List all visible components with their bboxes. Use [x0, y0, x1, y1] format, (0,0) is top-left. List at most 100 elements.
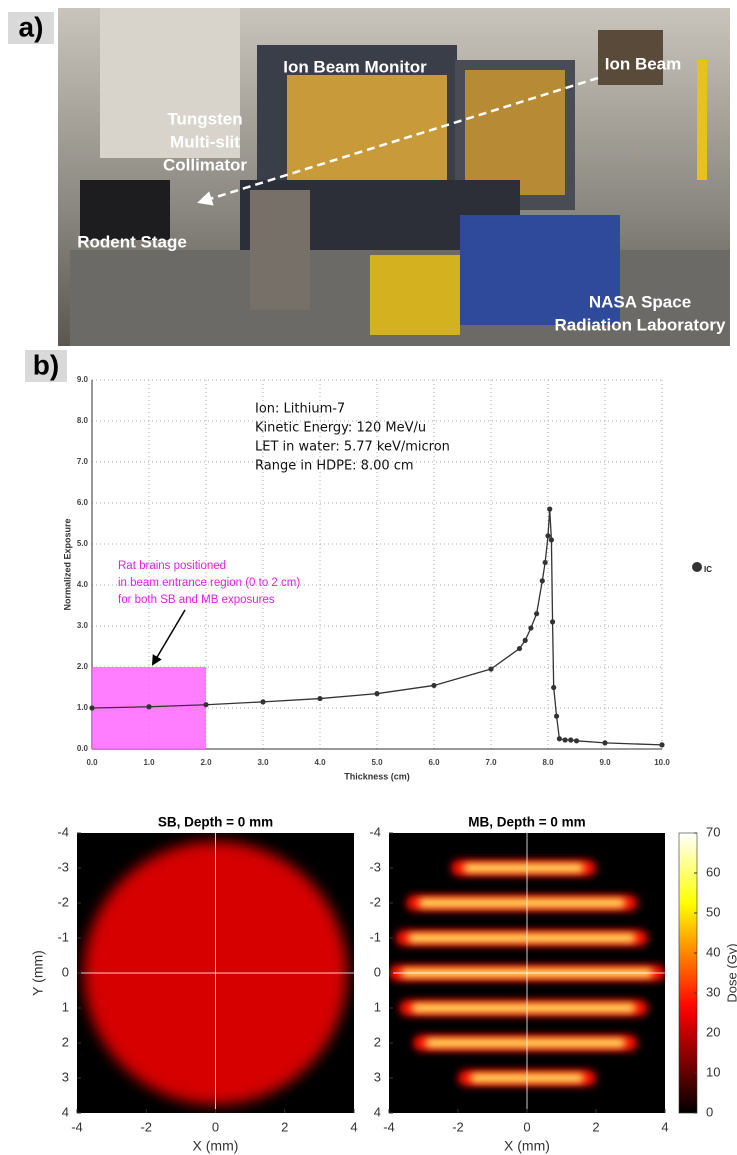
chart-title: SB, Depth = 0 mm [158, 815, 273, 830]
y-tick-label: 3 [374, 1069, 381, 1084]
y-tick-label: 4 [374, 1104, 381, 1119]
x-axis-label: Thickness (cm) [344, 771, 410, 781]
heatmap [389, 860, 665, 1086]
x-tick-label: 3.0 [257, 758, 269, 767]
panel-label: c) [90, 838, 114, 868]
x-tick-label: 2 [281, 1119, 288, 1134]
arrow [151, 609, 186, 666]
data-point [488, 666, 494, 672]
data-point [260, 699, 266, 705]
data-point [89, 705, 95, 711]
data-point [573, 738, 580, 744]
x-tick-label: -2 [452, 1119, 464, 1134]
y-axis-label: Normalized Exposure [62, 518, 72, 610]
y-tick-label: 8.0 [77, 416, 89, 425]
y-tick-label: 0 [62, 964, 69, 979]
x-tick-label: -4 [383, 1119, 395, 1134]
colorbar-tick-label: 50 [706, 904, 720, 919]
y-tick-label: -2 [57, 894, 69, 909]
data-point [551, 684, 557, 691]
beam-slit-core [425, 1039, 626, 1047]
highlight-note: in beam entrance region (0 to 2 cm) [118, 577, 300, 589]
data-point [203, 702, 209, 708]
annotation: Kinetic Energy: 120 MeV/u [255, 421, 426, 436]
y-tick-label: 3.0 [77, 621, 89, 630]
x-axis-label: X (mm) [193, 1138, 239, 1154]
y-tick-label: -3 [57, 859, 69, 874]
data-point [522, 637, 528, 643]
y-tick-label: 1.0 [77, 703, 89, 712]
y-tick-label: 0 [374, 964, 381, 979]
colorbar-tick-label: 40 [706, 944, 720, 959]
colorbar-tick-label: 10 [706, 1064, 720, 1079]
chart-title: MB, Depth = 0 mm [468, 815, 585, 830]
data-point [374, 691, 380, 697]
data-point [539, 578, 545, 584]
y-tick-label: -4 [57, 824, 69, 839]
y-tick-label: 5.0 [77, 539, 89, 548]
photo-label: NASA Space [589, 292, 691, 311]
data-point [553, 713, 560, 719]
y-tick-label: 4.0 [77, 580, 89, 589]
data-point [659, 742, 665, 748]
beam-slit-core [407, 934, 636, 942]
data-point [317, 695, 323, 702]
colorbar-tick-label: 60 [706, 864, 720, 879]
annotation: Ion: Lithium-7 [255, 402, 345, 417]
x-tick-label: 2 [592, 1119, 599, 1134]
y-tick-label: 2.0 [77, 662, 89, 671]
colorbar-tick-label: 70 [706, 824, 720, 839]
data-point [547, 506, 553, 512]
data-point [548, 537, 555, 543]
x-tick-label: -2 [140, 1119, 152, 1134]
y-tick-label: -1 [369, 929, 381, 944]
highlight-note: for both SB and MB exposures [118, 594, 275, 606]
data-point [562, 737, 568, 743]
colorbar-tick-label: 20 [706, 1024, 720, 1039]
y-tick-label: 3 [62, 1069, 69, 1084]
x-tick-label: 4 [661, 1119, 668, 1134]
data-point [534, 611, 540, 617]
y-tick-label: -3 [369, 859, 381, 874]
photo: a) [8, 8, 730, 346]
x-tick-label: -4 [71, 1119, 83, 1134]
x-tick-label: 2.0 [200, 758, 212, 767]
colorbar [678, 832, 698, 1114]
x-axis-label: X (mm) [504, 1138, 550, 1154]
panel-label-bg [25, 350, 67, 382]
annotation: Range in HDPE: 8.00 cm [255, 459, 414, 474]
legend-marker [692, 562, 702, 572]
y-tick-label: 2 [374, 1034, 381, 1049]
x-tick-label: 5.0 [371, 758, 383, 767]
colorbar-tick-label: 0 [706, 1104, 713, 1119]
highlight-note: Rat brains positioned [118, 560, 226, 572]
data-point [556, 736, 563, 742]
x-tick-label: 4.0 [314, 758, 326, 767]
colorbar-label: Dose (Gy) [724, 943, 737, 1002]
panel-label: a) [19, 11, 44, 42]
x-tick-label: 1.0 [143, 758, 155, 767]
y-tick-label: 9.0 [77, 375, 89, 384]
beam-slit-core [418, 899, 626, 907]
y-tick-label: 7.0 [77, 457, 89, 466]
photo-label: Tungsten [167, 109, 242, 128]
y-tick-label: 1 [62, 999, 69, 1014]
y-tick-label: 0.0 [77, 744, 89, 753]
data-point [516, 645, 523, 652]
data-point [528, 625, 534, 631]
x-tick-label: 6.0 [428, 758, 440, 767]
photo-label: Radiation Laboratory [555, 315, 727, 334]
photo-label: Ion Beam Monitor [283, 57, 427, 76]
photo-label: Multi-slit [170, 132, 240, 151]
y-tick-label: -4 [369, 824, 381, 839]
x-tick-label: 10.0 [654, 758, 670, 767]
data-point [545, 533, 551, 539]
photo-label: Collimator [163, 155, 247, 174]
panel-label: b) [33, 349, 59, 380]
x-tick-label: 0 [523, 1119, 530, 1134]
y-axis-label: Y (mm) [30, 950, 46, 996]
y-tick-label: 2 [62, 1034, 69, 1049]
colorbar-tick-label: 30 [706, 984, 720, 999]
x-tick-label: 0.0 [86, 758, 98, 767]
